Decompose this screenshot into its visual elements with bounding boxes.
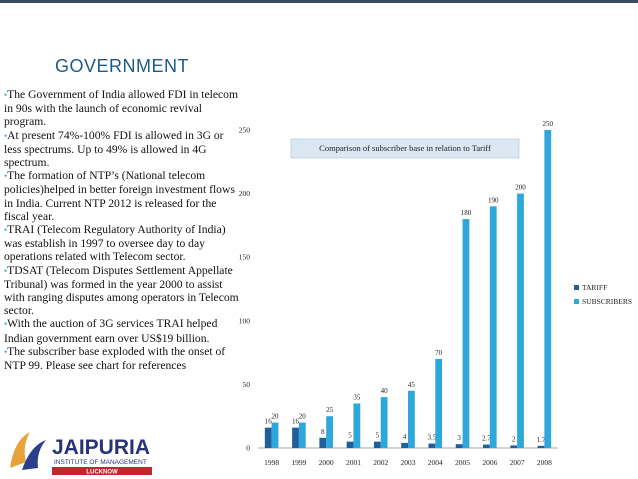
x-tick-label: 2003: [401, 458, 416, 467]
value-label: 1.7: [537, 436, 546, 444]
logo: JAIPURIA INSTITUTE OF MANAGEMENT LUCKNOW: [10, 432, 152, 476]
value-label: 250: [543, 120, 554, 128]
value-label: 40: [381, 387, 389, 395]
value-label: 20: [299, 413, 307, 421]
x-tick-label: 1999: [291, 458, 306, 467]
bar: [373, 441, 381, 448]
legend-label: TARIFF: [582, 283, 607, 292]
bar: [544, 130, 552, 448]
value-label: 200: [515, 184, 526, 192]
bullet: TRAI (Telecom Regulatory Authority of In…: [4, 223, 240, 264]
value-label: 16: [265, 418, 273, 426]
value-label: 190: [488, 196, 499, 204]
bullet: The subscriber base exploded with the on…: [4, 345, 240, 372]
legend-swatch: [574, 299, 579, 304]
bar: [537, 445, 545, 448]
value-label: 180: [461, 209, 472, 217]
value-label: 3.5: [427, 434, 436, 442]
value-label: 45: [408, 381, 416, 389]
value-label: 2: [512, 435, 516, 443]
value-label: 2.7: [482, 435, 491, 443]
bar: [455, 444, 463, 448]
bar: [483, 444, 490, 448]
bullet: TDSAT (Telecom Disputes Settlement Appel…: [4, 264, 240, 318]
bar: [380, 397, 388, 448]
bar: [264, 427, 272, 448]
slide-title: GOVERNMENT: [55, 56, 190, 76]
value-label: 8: [321, 428, 325, 436]
bullet-list: The Government of India allowed FDI in t…: [4, 88, 240, 372]
x-tick-label: 2005: [455, 458, 470, 467]
logo-mark: [10, 432, 30, 468]
bullet: The Government of India allowed FDI in t…: [4, 88, 240, 129]
x-tick-label: 1998: [264, 458, 279, 467]
x-tick-label: 2006: [482, 458, 497, 467]
value-label: 3: [457, 434, 461, 442]
bar: [462, 219, 470, 448]
logo-line: INSTITUTE OF MANAGEMENT: [54, 459, 147, 466]
bar: [292, 427, 299, 448]
top-border: [0, 0, 638, 3]
x-tick-label: 2008: [537, 458, 552, 467]
y-tick-label: 200: [239, 189, 251, 198]
value-label: 5: [348, 432, 352, 440]
x-tick-label: 2007: [510, 458, 525, 467]
y-tick-label: 0: [246, 444, 250, 453]
value-label: 70: [435, 349, 443, 357]
value-label: 4: [403, 433, 407, 441]
value-label: 16: [292, 418, 300, 426]
bullet: At present 74%-100% FDI is allowed in 3G…: [4, 129, 240, 170]
value-label: 20: [272, 413, 280, 421]
bar: [298, 422, 306, 448]
x-tick-label: 2000: [319, 458, 334, 467]
bar: [401, 442, 408, 448]
x-tick-label: 2001: [346, 458, 361, 467]
bar: [353, 403, 361, 448]
logo-name: JAIPURIA: [52, 436, 150, 459]
bar: [489, 206, 497, 448]
legend-swatch: [574, 285, 579, 290]
bar: [428, 443, 436, 448]
logo-line: LUCKNOW: [86, 470, 118, 476]
bullet: With the auction of 3G services TRAI hel…: [4, 317, 240, 344]
logo-mark: [22, 440, 46, 470]
value-label: 35: [353, 393, 361, 401]
bar: [346, 441, 354, 448]
y-tick-label: 50: [243, 380, 251, 389]
bar: [319, 437, 327, 448]
bar: [271, 422, 279, 448]
y-tick-label: 250: [239, 126, 251, 135]
y-tick-label: 150: [239, 253, 251, 262]
chart-title-box: [290, 138, 520, 159]
value-label: 5: [376, 432, 380, 440]
chart-title: Comparison of subscriber base in relatio…: [319, 143, 491, 153]
x-tick-label: 2002: [373, 458, 388, 467]
x-tick-label: 2004: [428, 458, 443, 467]
y-tick-label: 100: [239, 316, 251, 325]
legend-label: SUBSCRIBERS: [582, 297, 632, 306]
bar: [517, 193, 524, 448]
bar: [326, 416, 333, 448]
bullet: The formation of NTP’s (National telecom…: [4, 169, 240, 223]
value-label: 25: [326, 406, 334, 414]
logo-bar: [52, 467, 152, 475]
bar: [435, 358, 443, 448]
bar: [510, 445, 518, 448]
bar: [408, 390, 415, 448]
